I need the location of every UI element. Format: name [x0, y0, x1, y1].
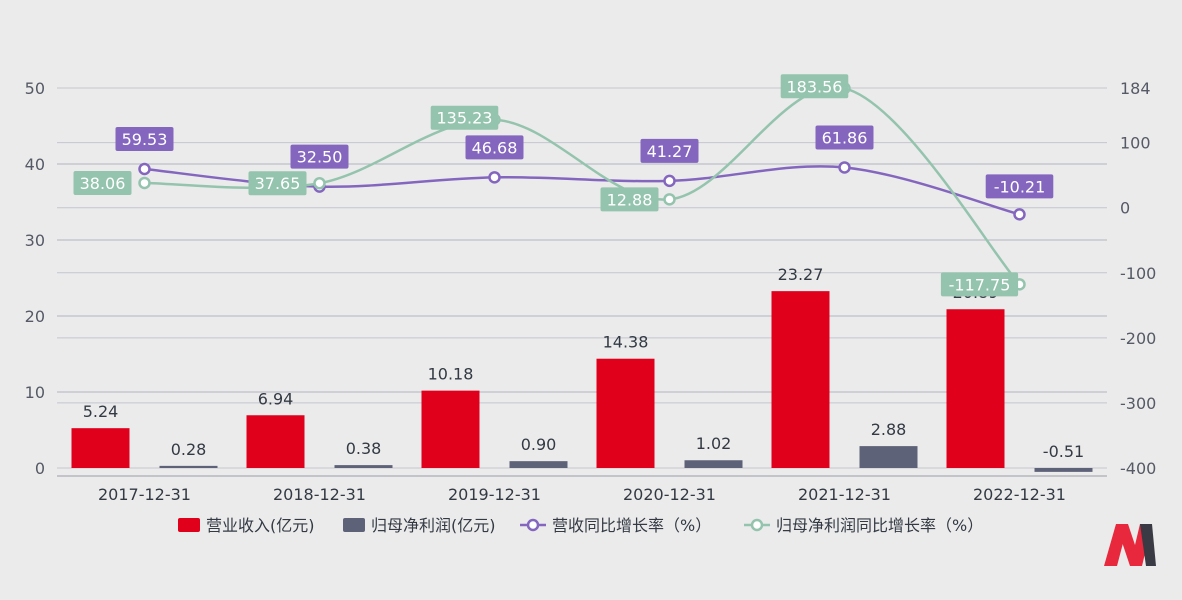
point-data-label: -10.21 [994, 177, 1046, 196]
point-data-label: 61.86 [822, 128, 868, 147]
legend-label: 归母净利润(亿元) [371, 516, 496, 535]
x-tick-label: 2018-12-31 [273, 485, 366, 504]
point-label-box [73, 170, 132, 195]
point-data-label: 38.06 [80, 174, 126, 193]
x-tick-label: 2021-12-31 [798, 485, 891, 504]
legend[interactable]: 营业收入(亿元) 归母净利润(亿元) 营收同比增长率（%） 归母净利润同比增长率（%） [178, 516, 983, 535]
x-tick-label: 2019-12-31 [448, 485, 541, 504]
x-tick-label: 2017-12-31 [98, 485, 191, 504]
bar-data-label: 2.88 [871, 420, 907, 439]
bar-revenue [946, 309, 1005, 468]
x-axis: 2017-12-31 2018-12-31 2019-12-31 2020-12-31… [57, 475, 1107, 504]
point-label-box [815, 125, 874, 150]
left-axis: 0 10 20 30 40 50 [25, 79, 45, 478]
right-tick-label: -400 [1120, 459, 1156, 478]
point-data-label: 41.27 [647, 142, 693, 161]
bar-revenue [421, 390, 480, 468]
right-tick-label: -100 [1120, 264, 1156, 283]
bar-net-profit [1034, 468, 1093, 472]
left-tick-label: 50 [25, 79, 45, 98]
point-data-label: 135.23 [437, 109, 493, 128]
point-label-box [290, 144, 349, 169]
right-tick-label: 0 [1120, 199, 1130, 218]
point-data-label: -117.75 [949, 275, 1011, 294]
profit-growth-line [144, 85, 1021, 286]
point-data-label: 37.65 [255, 174, 301, 193]
bar-revenue [771, 291, 830, 468]
right-tick-label: -200 [1120, 329, 1156, 348]
legend-swatch [178, 518, 200, 532]
point-label-box [248, 171, 307, 196]
legend-label: 营业收入(亿元) [206, 516, 315, 535]
left-tick-label: 0 [35, 459, 45, 478]
bar-data-label: 0.38 [346, 439, 382, 458]
legend-item[interactable]: 营业收入(亿元) [178, 516, 315, 535]
legend-swatch-marker [750, 518, 764, 532]
left-tick-label: 10 [25, 383, 45, 402]
line-point [488, 171, 501, 184]
bar-net-profit [334, 465, 393, 468]
left-tick-label: 30 [25, 231, 45, 250]
left-tick-label: 20 [25, 307, 45, 326]
line-point [313, 176, 326, 190]
right-tick-label: 184 [1120, 79, 1151, 98]
point-label-box [940, 272, 1019, 297]
bar-series: 5.246.9410.1814.3823.2720.890.280.380.90… [71, 265, 1093, 472]
line-point [838, 161, 851, 174]
point-data-label: 183.56 [787, 77, 843, 96]
legend-item[interactable]: 营收同比增长率（%） [520, 516, 711, 535]
bar-data-label: 0.90 [521, 435, 557, 454]
bar-net-profit [509, 461, 568, 468]
point-data-label: 46.68 [472, 138, 518, 157]
bar-revenue [596, 358, 655, 468]
legend-label: 营收同比增长率（%） [552, 516, 711, 535]
right-tick-label: 100 [1120, 134, 1151, 153]
line-series: 38.06 37.65 135.23 12.88 183.56 -117.75 59.53 3… [73, 74, 1054, 297]
point-label-box [780, 74, 849, 99]
x-tick-label: 2022-12-31 [973, 485, 1066, 504]
x-tick-label: 2020-12-31 [623, 485, 716, 504]
point-label-box [115, 126, 174, 151]
bar-net-profit [159, 465, 218, 468]
bar-data-label: 10.18 [428, 365, 474, 384]
point-label-box [600, 187, 659, 212]
legend-item[interactable]: 归母净利润(亿元) [343, 516, 496, 535]
legend-swatch-marker [526, 518, 540, 532]
bar-revenue [246, 415, 305, 468]
bar-data-label: -0.51 [1043, 442, 1084, 461]
legend-swatch [343, 518, 365, 532]
point-label-box [640, 138, 699, 163]
bar-data-label: 23.27 [778, 265, 824, 284]
line-point [663, 174, 676, 188]
point-label-box [430, 105, 499, 130]
right-axis: -400 -300 -200 -100 0 100 184 [1120, 79, 1156, 478]
bar-data-label: 14.38 [603, 333, 649, 352]
bar-net-profit [859, 446, 918, 468]
brand-logo [1104, 524, 1156, 566]
line-point [138, 162, 151, 176]
point-label-box [985, 174, 1054, 199]
legend-item[interactable]: 归母净利润同比增长率（%） [744, 516, 983, 535]
left-tick-label: 40 [25, 155, 45, 174]
bar-data-label: 1.02 [696, 434, 732, 453]
bar-data-label: 5.24 [83, 402, 119, 421]
line-point [138, 176, 151, 190]
point-data-label: 12.88 [607, 190, 653, 209]
bar-revenue [71, 428, 130, 468]
bar-net-profit [684, 460, 743, 468]
legend-label: 归母净利润同比增长率（%） [776, 516, 983, 535]
point-label-box [465, 135, 524, 160]
point-data-label: 59.53 [122, 130, 168, 149]
bar-data-label: 6.94 [258, 389, 294, 408]
line-point [663, 193, 676, 206]
line-point [1013, 208, 1026, 221]
bar-data-label: 0.28 [171, 440, 207, 459]
point-data-label: 32.50 [297, 148, 343, 167]
right-tick-label: -300 [1120, 394, 1156, 413]
